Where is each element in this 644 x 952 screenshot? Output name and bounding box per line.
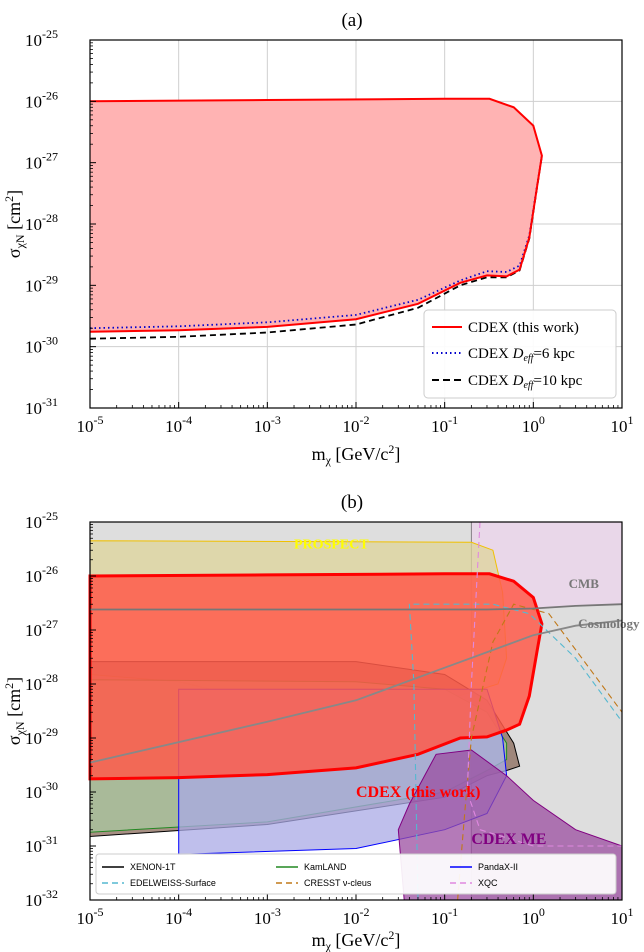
b-y-tick-label-2: 10-30: [25, 779, 58, 802]
a-y-tick-label-1: 10-30: [25, 334, 58, 357]
panel-a-y-ticks: 10-31 10-30 10-29 10-28 10-27 10-26 10-25: [25, 27, 96, 418]
legend-label-xqc: XQC: [478, 878, 498, 888]
annotation-cdex-this-work: CDEX (this work): [356, 784, 480, 801]
b-y-tick-label-5: 10-27: [25, 617, 58, 640]
b-x-tick-label-4: 10-1: [431, 905, 458, 928]
a-x-tick-label-2: 10-3: [254, 413, 281, 436]
b-x-tick-label-0: 10-5: [77, 905, 104, 928]
panel-b-regions: [88, 521, 623, 901]
a-y-tick-label-4: 10-27: [25, 150, 58, 173]
line-cresst-cleus: [457, 603, 623, 901]
b-y-tick-label-4: 10-28: [25, 671, 58, 694]
region-cdex-this-work: [90, 98, 542, 332]
annotation-cosmology: Cosmology: [578, 616, 640, 631]
annotation-cmb: CMB: [569, 576, 600, 591]
legend-label-edelweiss-surface: EDELWEISS-Surface: [130, 878, 216, 888]
a-x-tick-label-4: 10-1: [431, 413, 458, 436]
a-y-tick-label-0: 10-31: [25, 395, 58, 418]
b-x-tick-label-3: 10-2: [343, 905, 370, 928]
panel-b: (b) PROSPECT CMB Cosmology CDEX (this work)…: [2, 492, 640, 952]
legend-label-xenon-1t: XENON-1T: [130, 862, 176, 872]
panel-a-legend: CDEX (this work) CDEX Deff=6 kpc CDEX De…: [423, 309, 617, 399]
a-x-tick-label-3: 10-2: [343, 413, 370, 436]
panel-b-y-label: σχN [cm2]: [2, 677, 27, 745]
b-y-tick-label-1: 10-31: [25, 833, 58, 856]
panel-a: (a) 10-5 10-4 10-3 10-2 10-1 100 101 10-3110-3…: [2, 10, 634, 467]
a-x-tick-label-0: 10-5: [77, 413, 104, 436]
a-x-tick-label-1: 10-4: [165, 413, 192, 436]
a-y-tick-label-2: 10-29: [25, 272, 58, 295]
a-y-tick-label-3: 10-28: [25, 211, 58, 234]
a-x-tick-label-5: 100: [522, 413, 545, 436]
panel-b-lines: [89, 521, 623, 901]
panel-b-x-label: mχ [GeV/c2]: [312, 928, 401, 952]
panel-a-x-label: mχ [GeV/c2]: [312, 442, 401, 467]
b-x-tick-label-2: 10-3: [254, 905, 281, 928]
line-edelweiss-surface: [408, 603, 623, 901]
b-y-tick-label-0: 10-32: [25, 887, 58, 910]
panel-a-title: (a): [341, 10, 362, 31]
b-y-tick-label-3: 10-29: [25, 725, 58, 748]
b-x-tick-label-6: 101: [611, 905, 634, 928]
series-cdex-this-work: [89, 97, 543, 333]
panel-b-annotations: PROSPECT CMB Cosmology CDEX (this work) CDEX…: [294, 538, 640, 848]
legend-label-pandax-ii: PandaX-II: [478, 862, 518, 872]
panel-b-title: (b): [341, 492, 363, 513]
a-y-tick-label-6: 10-25: [25, 27, 58, 50]
panel-b-y-ticks: 10-32 10-31 10-30 10-29 10-28 10-27 10-26 10-25: [25, 509, 96, 910]
legend-label-kamland: KamLAND: [304, 862, 347, 872]
line-cmb: [90, 603, 623, 611]
panel-b-legend-box: [95, 853, 617, 895]
annotation-prospect: PROSPECT: [294, 538, 369, 553]
panel-a-x-ticks: 10-5 10-4 10-3 10-2 10-1 100 101: [77, 402, 634, 436]
panel-a-regions: [90, 98, 542, 332]
a-y-tick-label-5: 10-26: [25, 88, 58, 111]
line-cosmology: [89, 619, 623, 764]
series-cdex-d-eff-6-kpc: [89, 155, 543, 330]
a-x-tick-label-6: 101: [611, 413, 634, 436]
panel-b-legend: XENON-1T KamLAND PandaX-II EDELWEISS-Surfac…: [95, 853, 617, 895]
legend-label-cresst-cleus: CRESST ν-cleus: [304, 878, 372, 888]
legend-label-cdex: CDEX (this work): [468, 320, 579, 336]
b-y-tick-label-6: 10-26: [25, 563, 58, 586]
legend-label-deff-10: CDEX Deff=10 kpc: [468, 373, 583, 391]
region-cdex-this-work: [88, 572, 544, 781]
b-x-tick-label-1: 10-4: [165, 905, 192, 928]
panel-a-legend-box: [423, 309, 617, 399]
b-x-tick-label-5: 100: [522, 905, 545, 928]
panel-a-y-label: σχN [cm2]: [2, 190, 27, 258]
legend-label-deff-6: CDEX Deff=6 kpc: [468, 346, 575, 364]
b-y-tick-label-7: 10-25: [25, 509, 58, 532]
panel-a-series: [89, 97, 543, 340]
panel-b-x-ticks: 10-5 10-4 10-3 10-2 10-1 100 101: [77, 894, 634, 928]
annotation-cdex-me: CDEX ME: [471, 831, 546, 848]
